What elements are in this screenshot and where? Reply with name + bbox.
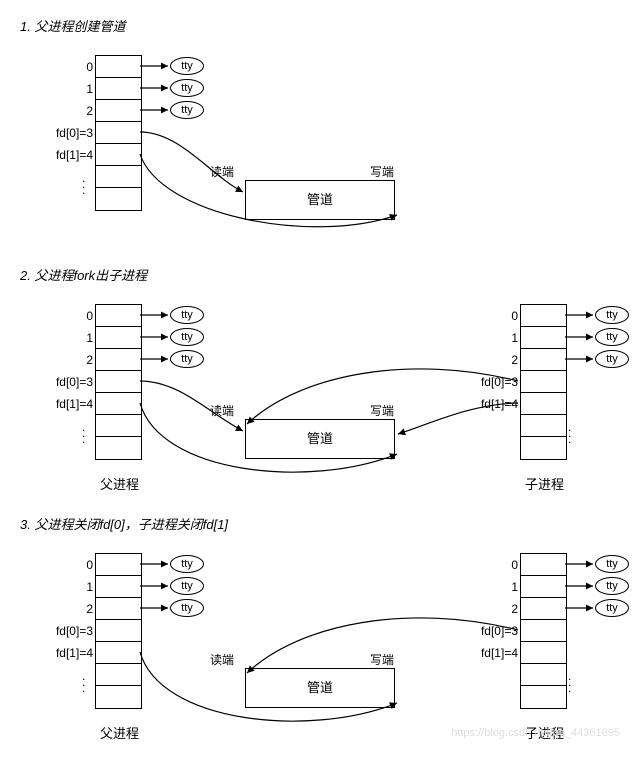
pipe-box: 管道: [245, 180, 395, 220]
read-end-label: 读端: [210, 163, 234, 180]
read-end-label: 读端: [210, 402, 234, 419]
pipe-box: 管道: [245, 419, 395, 459]
fd-3-label: fd[0]=3: [33, 122, 93, 144]
section-1-title: 1. 父进程创建管道: [20, 16, 630, 35]
section-3: 3. 父进程关闭fd[0]，子进程关闭fd[1] 0 1 2 fd[0]=3 f…: [10, 514, 630, 743]
fd-0-label: 0: [33, 56, 93, 78]
watermark: https://blog.csdn.net/qq_44361695: [451, 727, 620, 739]
dots: ...: [82, 175, 85, 193]
fd-table-parent: 0 1 2 fd[0]=3 fd[1]=4: [95, 55, 142, 211]
fd-2-label: 2: [33, 100, 93, 122]
write-end-label: 写端: [370, 402, 394, 419]
fd-table-parent: 0 1 2 fd[0]=3 fd[1]=4: [95, 304, 142, 460]
dots-l: ...: [82, 673, 85, 691]
fd-4-label: fd[1]=4: [33, 144, 93, 166]
pipe-box: 管道: [245, 668, 395, 708]
panel-2: 0 1 2 fd[0]=3 fd[1]=4 ... tty tty tty 0 …: [10, 294, 630, 494]
panel-1: 0 1 2 fd[0]=3 fd[1]=4 ... tty tty tty 管道…: [10, 45, 630, 245]
tty-2: tty: [170, 101, 204, 119]
tty-0: tty: [170, 57, 204, 75]
fd-table-parent: 0 1 2 fd[0]=3 fd[1]=4: [95, 553, 142, 709]
read-end-label: 读端: [210, 651, 234, 668]
dots-r: ...: [568, 673, 571, 691]
section-2: 2. 父进程fork出子进程 0 1 2 fd[0]=3 fd[1]=4 ...…: [10, 265, 630, 494]
panel-3: 0 1 2 fd[0]=3 fd[1]=4 ... tty tty tty 0 …: [10, 543, 630, 743]
fd-table-child: 0 1 2 fd[0]=3 fd[1]=4: [520, 304, 567, 460]
section-2-title: 2. 父进程fork出子进程: [20, 265, 630, 284]
dots-l: ...: [82, 424, 85, 442]
dots-r: ...: [568, 424, 571, 442]
fd-table-child: 0 1 2 fd[0]=3 fd[1]=4: [520, 553, 567, 709]
write-end-label: 写端: [370, 163, 394, 180]
section-3-title: 3. 父进程关闭fd[0]，子进程关闭fd[1]: [20, 514, 630, 533]
parent-caption: 父进程: [100, 474, 139, 493]
parent-caption: 父进程: [100, 723, 139, 742]
fd-1-label: 1: [33, 78, 93, 100]
write-end-label: 写端: [370, 651, 394, 668]
section-1: 1. 父进程创建管道 0 1 2 fd[0]=3 fd[1]=4 ... tty…: [10, 16, 630, 245]
tty-1: tty: [170, 79, 204, 97]
child-caption: 子进程: [525, 474, 564, 493]
